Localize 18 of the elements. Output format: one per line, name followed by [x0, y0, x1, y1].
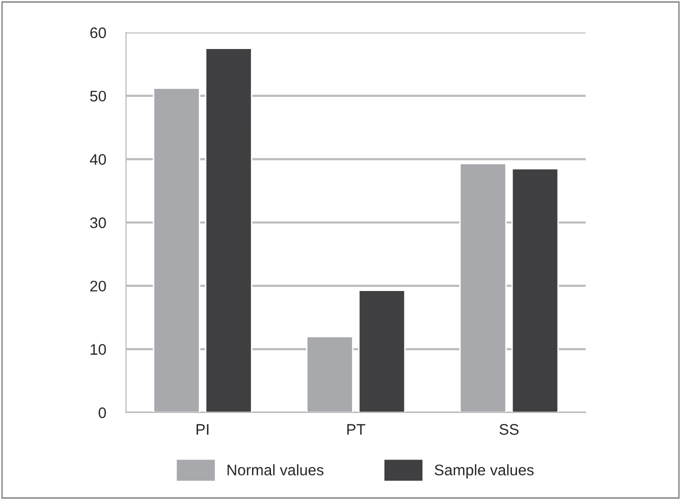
y-tick-label: 0	[98, 407, 106, 418]
bar	[459, 162, 507, 412]
bar	[204, 48, 252, 412]
bar	[152, 88, 200, 412]
y-tick-label: 20	[90, 280, 106, 292]
legend-label: Normal values	[228, 464, 324, 476]
bar	[511, 168, 559, 412]
legend-label: Sample values	[434, 464, 534, 478]
y-tick-label: 50	[90, 90, 106, 102]
bar	[358, 290, 406, 412]
y-tick-label: 30	[90, 217, 106, 228]
y-tick-label: 60	[90, 27, 106, 38]
bar	[306, 336, 354, 412]
y-tick-label: 10	[90, 344, 106, 355]
x-tick-label: PI	[196, 424, 208, 435]
y-tick-label: 40	[90, 154, 106, 165]
x-tick-label: SS	[500, 424, 519, 435]
x-tick-label: PT	[347, 424, 366, 435]
